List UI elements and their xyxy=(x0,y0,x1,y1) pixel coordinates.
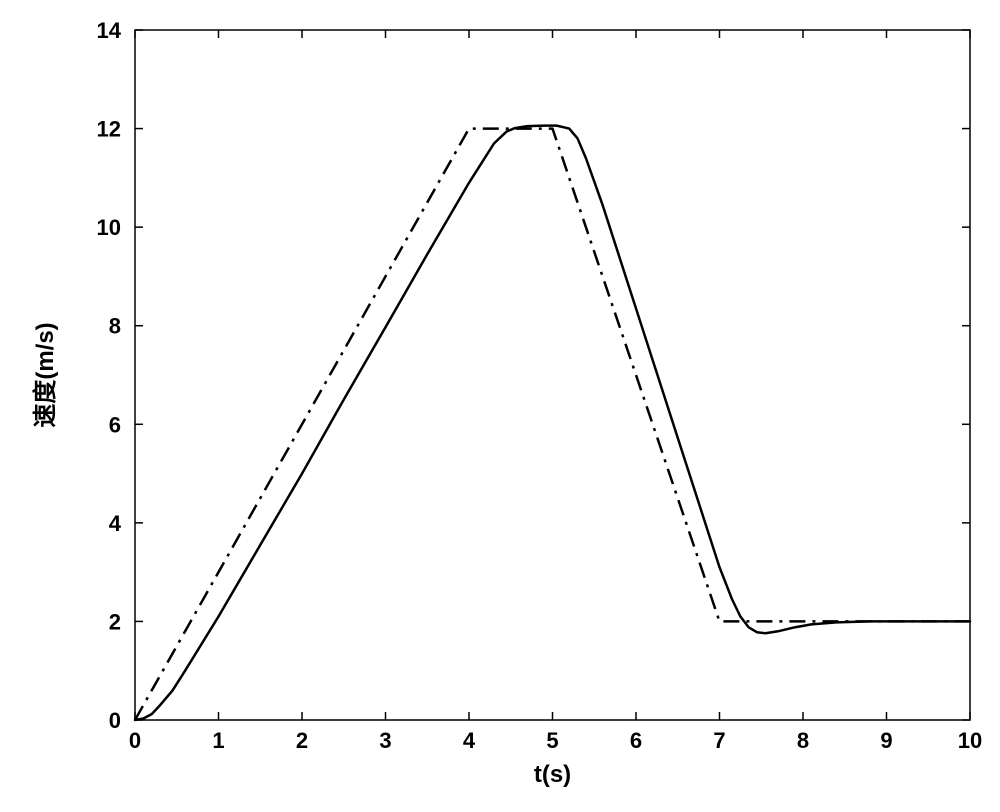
x-tick-label: 7 xyxy=(713,728,725,753)
y-tick-label: 0 xyxy=(109,708,121,733)
series-reference xyxy=(135,129,970,720)
plot-border xyxy=(135,30,970,720)
y-tick-label: 4 xyxy=(109,511,122,536)
y-tick-label: 6 xyxy=(109,412,121,437)
series-response xyxy=(135,126,970,720)
x-tick-label: 1 xyxy=(212,728,224,753)
x-tick-label: 0 xyxy=(129,728,141,753)
x-tick-label: 9 xyxy=(880,728,892,753)
x-tick-label: 4 xyxy=(463,728,476,753)
x-tick-label: 8 xyxy=(797,728,809,753)
y-tick-label: 8 xyxy=(109,314,121,339)
y-tick-label: 14 xyxy=(97,18,122,43)
y-tick-label: 12 xyxy=(97,117,121,142)
x-tick-label: 5 xyxy=(546,728,558,753)
y-axis-label: 速度(m/s) xyxy=(31,322,59,427)
x-tick-label: 10 xyxy=(958,728,982,753)
x-tick-label: 3 xyxy=(379,728,391,753)
x-axis-label: t(s) xyxy=(534,761,571,788)
x-tick-label: 2 xyxy=(296,728,308,753)
x-tick-label: 6 xyxy=(630,728,642,753)
chart-svg: 01234567891002468101214t(s)速度(m/s) xyxy=(0,0,1000,812)
velocity-chart: 01234567891002468101214t(s)速度(m/s) xyxy=(0,0,1000,812)
y-tick-label: 2 xyxy=(109,609,121,634)
y-tick-label: 10 xyxy=(97,215,121,240)
